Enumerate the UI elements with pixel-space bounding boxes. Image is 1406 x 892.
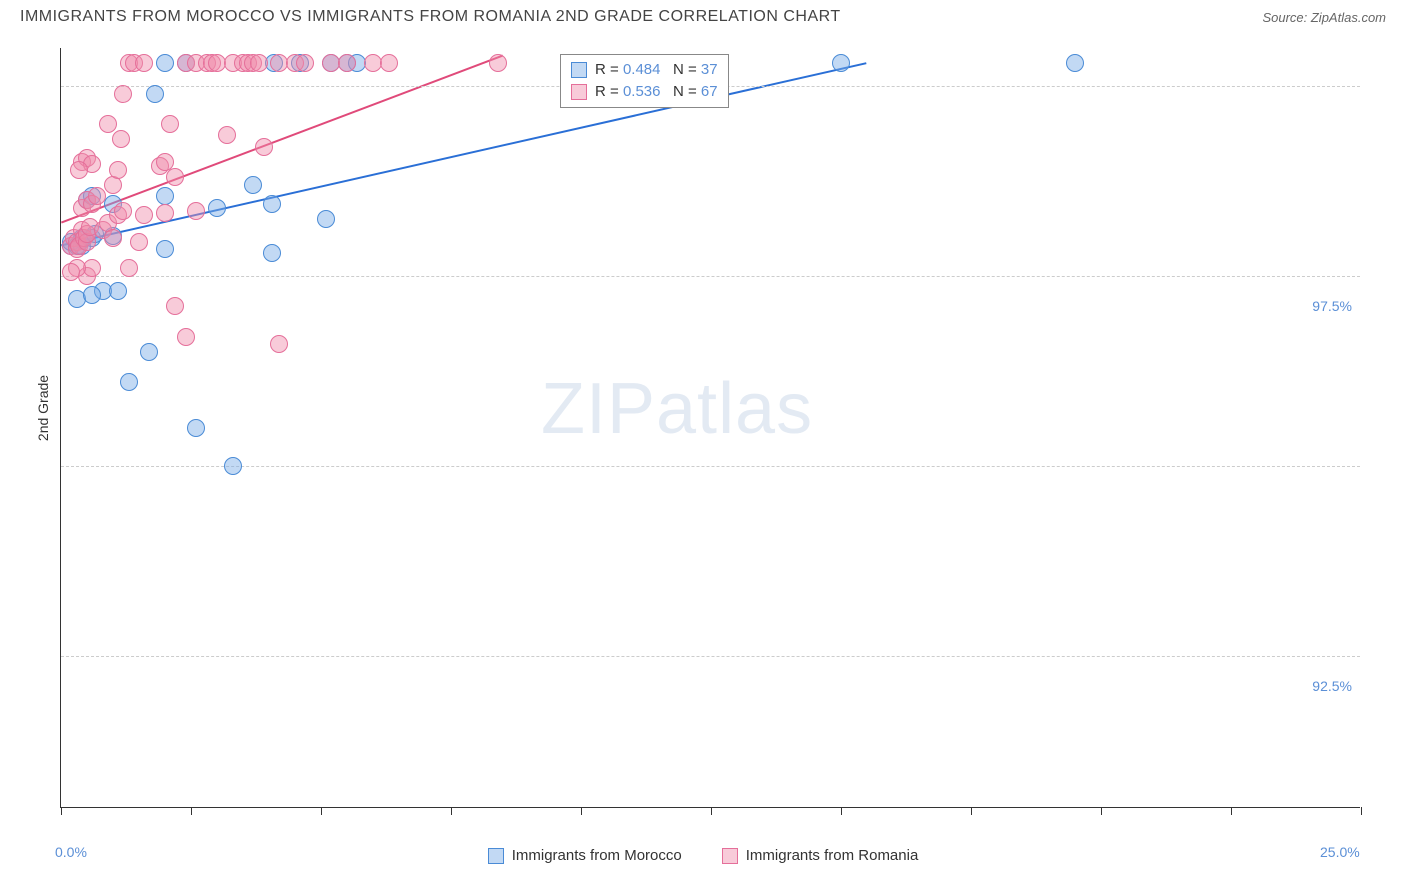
romania-point [120,259,138,277]
series-legend-label: Immigrants from Romania [746,847,919,864]
series-legend-label: Immigrants from Morocco [512,847,682,864]
series-legend-item: Immigrants from Morocco [488,847,682,864]
morocco-trendline [61,63,866,245]
romania-point [255,138,273,156]
romania-point [135,54,153,72]
morocco-point [109,282,127,300]
romania-point [270,335,288,353]
x-tick [451,807,452,815]
gridline [61,276,1360,277]
y-tick-label: 92.5% [1312,678,1352,694]
x-tick [841,807,842,815]
x-tick [581,807,582,815]
romania-point [156,204,174,222]
romania-point [83,259,101,277]
chart-header: IMMIGRANTS FROM MOROCCO VS IMMIGRANTS FR… [0,0,1406,30]
romania-point [218,126,236,144]
legend-swatch [571,62,587,78]
romania-point [70,161,88,179]
romania-point [187,202,205,220]
morocco-point [83,286,101,304]
romania-point [104,229,122,247]
x-tick [971,807,972,815]
morocco-point [244,176,262,194]
morocco-point [263,244,281,262]
morocco-point [140,343,158,361]
romania-point [161,115,179,133]
watermark: ZIPatlas [541,368,813,450]
x-tick [1231,807,1232,815]
morocco-point [1066,54,1084,72]
trend-lines [61,48,1360,807]
romania-point [62,263,80,281]
morocco-point [832,54,850,72]
romania-point [296,54,314,72]
legend-stat-row: R = 0.484 N = 37 [571,59,718,81]
x-tick [711,807,712,815]
x-tick [1361,807,1362,815]
morocco-point [187,419,205,437]
romania-point [489,54,507,72]
series-legend: Immigrants from Morocco Immigrants from R… [0,847,1406,864]
x-tick-label: 0.0% [55,844,87,860]
romania-point [114,202,132,220]
romania-point [114,85,132,103]
morocco-point [146,85,164,103]
romania-point [380,54,398,72]
y-tick-label: 97.5% [1312,298,1352,314]
romania-point [99,115,117,133]
romania-point [130,233,148,251]
x-tick [321,807,322,815]
morocco-point [224,457,242,475]
y-axis-label: 2nd Grade [35,375,51,441]
legend-stat-row: R = 0.536 N = 67 [571,81,718,103]
chart-title: IMMIGRANTS FROM MOROCCO VS IMMIGRANTS FR… [20,8,841,26]
romania-point [250,54,268,72]
romania-point [338,54,356,72]
chart-source: Source: ZipAtlas.com [1262,10,1386,25]
x-tick-label: 25.0% [1320,844,1360,860]
x-tick [191,807,192,815]
romania-point [135,206,153,224]
legend-swatch [488,848,504,864]
x-tick [1101,807,1102,815]
romania-point [166,297,184,315]
morocco-point [317,210,335,228]
stats-legend: R = 0.484 N = 37R = 0.536 N = 67 [560,54,729,108]
romania-point [109,161,127,179]
morocco-point [156,187,174,205]
gridline [61,466,1360,467]
x-tick [61,807,62,815]
morocco-point [208,199,226,217]
gridline [61,656,1360,657]
morocco-point [120,373,138,391]
morocco-point [156,54,174,72]
romania-point [177,328,195,346]
romania-point [166,168,184,186]
plot-area: ZIPatlas 92.5% 97.5% [60,48,1360,808]
morocco-point [263,195,281,213]
morocco-point [156,240,174,258]
legend-swatch [571,84,587,100]
legend-swatch [722,848,738,864]
romania-point [88,187,106,205]
romania-point [112,130,130,148]
series-legend-item: Immigrants from Romania [722,847,919,864]
